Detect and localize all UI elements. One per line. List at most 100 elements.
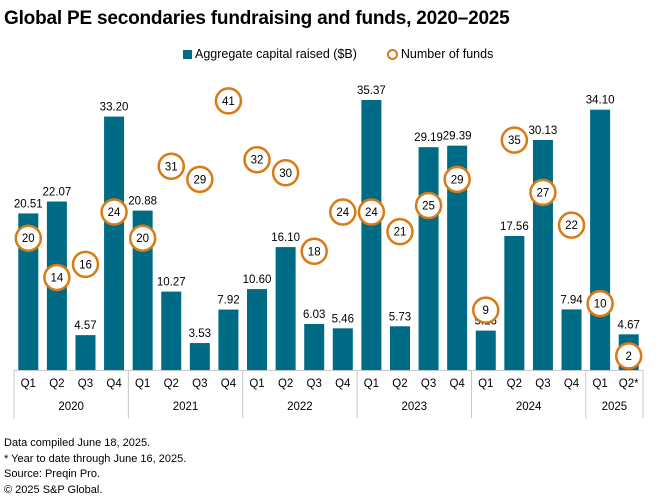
x-tick-label: Q4 (564, 378, 580, 390)
bar (590, 109, 611, 371)
bar-value-label: 22.07 (42, 187, 71, 199)
x-tick-label: Q1 (21, 378, 36, 390)
bar (361, 100, 382, 370)
fund-count-marker (43, 263, 71, 292)
x-tick-label: Q1 (364, 378, 379, 390)
bar-value-label: 30.13 (529, 125, 558, 137)
bar (161, 291, 182, 370)
legend-label-capital: Aggregate capital raised ($B) (195, 47, 357, 61)
fund-count-label: 24 (108, 207, 121, 219)
bar-value-label: 4.67 (618, 319, 640, 331)
fund-count-label: 41 (222, 96, 235, 108)
x-tick-label: Q2 (164, 378, 179, 390)
fund-count-label: 20 (136, 233, 149, 245)
year-label: 2024 (516, 401, 542, 413)
fund-count-label: 24 (365, 207, 378, 219)
fund-count-label: 2 (626, 351, 632, 363)
fund-count-marker (71, 250, 100, 279)
bar-value-label: 10.60 (243, 274, 272, 286)
bar-value-label: 7.94 (560, 294, 583, 306)
x-tick-label: Q3 (535, 378, 550, 390)
legend-bar-swatch (183, 49, 192, 59)
fund-count-label: 14 (50, 272, 63, 284)
fund-count-marker (529, 178, 557, 207)
bar-value-label: 6.03 (303, 309, 325, 321)
fund-count-label: 16 (79, 259, 92, 271)
x-tick-label: Q3 (307, 378, 322, 390)
bar (304, 323, 325, 370)
fund-count-label: 18 (308, 246, 321, 258)
fund-count-marker (614, 342, 643, 370)
bar (561, 309, 582, 370)
year-label: 2023 (401, 401, 427, 413)
x-tick-label: Q4 (221, 378, 237, 390)
x-tick-label: Q1 (135, 378, 150, 390)
bar-value-label: 7.92 (217, 295, 239, 307)
bar-value-label: 3.53 (189, 328, 211, 340)
bar-value-label: 29.19 (414, 132, 443, 144)
fund-count-label: 27 (537, 187, 550, 199)
year-label: 2020 (58, 401, 84, 413)
fund-count-marker (214, 87, 243, 115)
bar-value-label: 33.20 (100, 102, 129, 114)
bar (18, 213, 39, 370)
bar (247, 289, 268, 370)
bar-value-label: 5.46 (332, 313, 354, 325)
bar (475, 330, 496, 370)
legend-label-funds: Number of funds (400, 47, 494, 61)
fund-count-label: 20 (22, 233, 35, 245)
footer-note: * Year to date through June 16, 2025. (4, 452, 187, 465)
x-tick-label: Q1 (592, 378, 607, 390)
bar-value-label: 29.39 (443, 131, 472, 143)
fund-count-marker (586, 289, 614, 318)
x-tick-label: Q2 (278, 378, 293, 390)
fund-count-marker (500, 126, 529, 154)
bar-value-label: 35.37 (357, 85, 386, 97)
fund-count-marker (414, 191, 443, 220)
footer-source: Source: Preqin Pro. (4, 468, 100, 480)
x-tick-label: Q1 (478, 378, 493, 390)
bar-value-label: 5.73 (389, 311, 411, 323)
chart-title: Global PE secondaries fundraising and fu… (4, 8, 510, 29)
bar-value-label: 16.10 (271, 232, 300, 244)
bar-value-label: 17.56 (500, 221, 529, 233)
x-tick-label: Q3 (192, 378, 207, 390)
year-label: 2021 (173, 401, 199, 413)
fund-count-marker (14, 224, 43, 252)
fund-count-label: 35 (508, 135, 521, 147)
fund-count-label: 22 (565, 220, 578, 232)
bar (418, 147, 439, 370)
fund-count-marker (300, 237, 328, 266)
fund-count-marker (357, 198, 386, 226)
fund-count-marker (243, 145, 271, 174)
x-tick-label: Q3 (421, 378, 436, 390)
year-label: 2025 (602, 401, 628, 413)
bar (75, 335, 96, 370)
bar (389, 326, 410, 370)
legend: Aggregate capital raised ($B) Number of … (183, 47, 493, 61)
fund-count-marker (157, 152, 185, 181)
fund-count-marker (329, 198, 357, 226)
year-label: 2022 (287, 401, 313, 413)
fund-count-label: 32 (251, 155, 264, 167)
fund-count-marker (472, 296, 500, 324)
fund-count-label: 10 (594, 299, 607, 311)
chart-footer: Data compiled June 18, 2025. * Year to d… (4, 436, 186, 498)
fund-count-label: 30 (279, 168, 292, 180)
fund-count-marker (443, 165, 471, 194)
bar-value-label: 20.88 (128, 196, 157, 208)
bar-value-label: 4.57 (74, 320, 96, 332)
fund-count-label: 31 (165, 161, 178, 173)
x-tick-label: Q4 (106, 378, 122, 390)
fund-count-label: 24 (336, 207, 349, 219)
bar (532, 140, 553, 370)
bar (189, 343, 210, 370)
x-tick-label: Q2* (619, 378, 639, 390)
footer-copyright: © 2025 S&P Global. (4, 483, 103, 496)
fund-count-marker (557, 211, 586, 239)
x-tick-label: Q2 (49, 378, 64, 390)
fund-count-label: 21 (394, 227, 407, 239)
x-tick-label: Q4 (449, 378, 465, 390)
fund-count-marker (271, 159, 300, 187)
